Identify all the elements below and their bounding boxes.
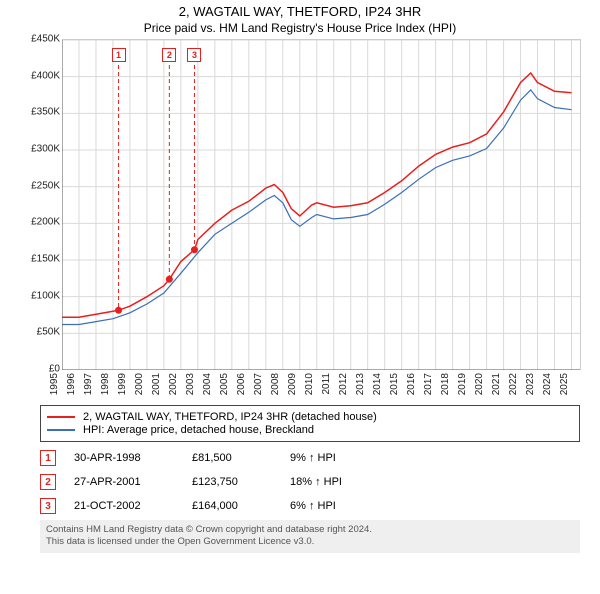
- sale-marker-box: 1: [40, 450, 56, 466]
- legend-item: 2, WAGTAIL WAY, THETFORD, IP24 3HR (deta…: [47, 411, 573, 423]
- sale-hpi-diff: 6% ↑ HPI: [290, 500, 370, 512]
- legend-label: HPI: Average price, detached house, Brec…: [83, 424, 314, 436]
- sale-price: £123,750: [192, 476, 272, 488]
- footer-line: This data is licensed under the Open Gov…: [46, 536, 574, 548]
- sale-row: 1 30-APR-1998 £81,500 9% ↑ HPI: [40, 446, 580, 470]
- y-axis-tick-label: £200K: [20, 217, 60, 228]
- legend-swatch: [47, 416, 75, 418]
- footer-attribution: Contains HM Land Registry data © Crown c…: [40, 520, 580, 553]
- sale-marker-flag: 2: [162, 48, 176, 62]
- sale-date: 27-APR-2001: [74, 476, 174, 488]
- chart-area: £0£50K£100K£150K£200K£250K£300K£350K£400…: [20, 39, 580, 399]
- sale-row: 2 27-APR-2001 £123,750 18% ↑ HPI: [40, 470, 580, 494]
- x-axis-tick-label: 2025: [559, 373, 585, 395]
- sale-row: 3 21-OCT-2002 £164,000 6% ↑ HPI: [40, 494, 580, 518]
- legend-swatch: [47, 429, 75, 431]
- y-axis-tick-label: £300K: [20, 144, 60, 155]
- sales-table: 1 30-APR-1998 £81,500 9% ↑ HPI 2 27-APR-…: [40, 446, 580, 518]
- y-axis-tick-label: £350K: [20, 107, 60, 118]
- legend-box: 2, WAGTAIL WAY, THETFORD, IP24 3HR (deta…: [40, 405, 580, 442]
- sale-marker-box: 2: [40, 474, 56, 490]
- sale-price: £81,500: [192, 452, 272, 464]
- sale-price: £164,000: [192, 500, 272, 512]
- legend-item: HPI: Average price, detached house, Brec…: [47, 424, 573, 436]
- page-title: 2, WAGTAIL WAY, THETFORD, IP24 3HR: [0, 4, 600, 19]
- plot-area: 1 23: [62, 39, 581, 370]
- line-chart-svg: [62, 40, 580, 370]
- sale-marker-flag: 3: [187, 48, 201, 62]
- sale-hpi-diff: 9% ↑ HPI: [290, 452, 370, 464]
- sale-marker-box: 3: [40, 498, 56, 514]
- y-axis-tick-label: £100K: [20, 290, 60, 301]
- page-subtitle: Price paid vs. HM Land Registry's House …: [0, 21, 600, 35]
- y-axis-tick-label: £50K: [20, 327, 60, 338]
- y-axis-tick-label: £150K: [20, 254, 60, 265]
- sale-date: 21-OCT-2002: [74, 500, 174, 512]
- sale-hpi-diff: 18% ↑ HPI: [290, 476, 370, 488]
- footer-line: Contains HM Land Registry data © Crown c…: [46, 524, 574, 536]
- sale-date: 30-APR-1998: [74, 452, 174, 464]
- y-axis-tick-label: £250K: [20, 180, 60, 191]
- y-axis-tick-label: £450K: [20, 34, 60, 45]
- y-axis-tick-label: £400K: [20, 70, 60, 81]
- legend-label: 2, WAGTAIL WAY, THETFORD, IP24 3HR (deta…: [83, 411, 377, 423]
- page-root: 2, WAGTAIL WAY, THETFORD, IP24 3HR Price…: [0, 4, 600, 594]
- sale-marker-flag: 1: [112, 48, 126, 62]
